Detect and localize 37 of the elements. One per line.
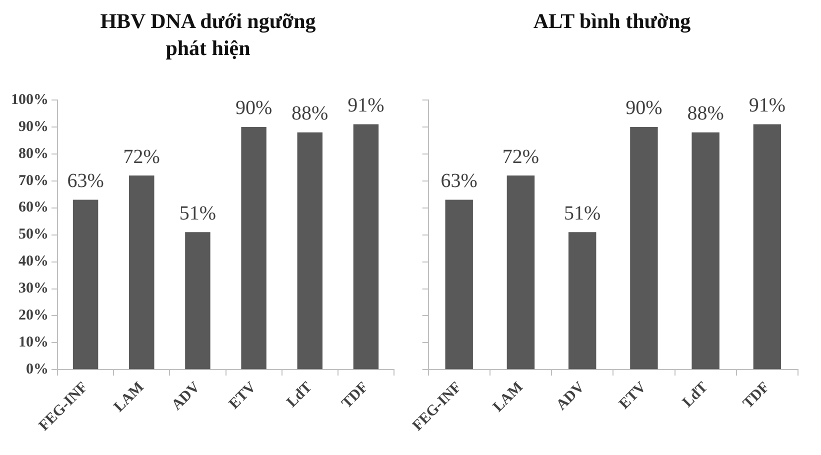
bar bbox=[753, 124, 782, 370]
y-tick-label: 10% bbox=[18, 334, 48, 351]
bar bbox=[568, 232, 596, 370]
bar bbox=[445, 200, 473, 370]
y-tick-label: 90% bbox=[18, 118, 48, 135]
data-label: 90% bbox=[235, 97, 272, 120]
y-tick-label: 60% bbox=[18, 200, 48, 216]
data-label: 63% bbox=[67, 170, 104, 192]
y-tick-label: 70% bbox=[18, 172, 48, 189]
chart-title: HBV DNA dưới ngưỡng phát hiện bbox=[99, 8, 317, 62]
bar bbox=[72, 200, 98, 370]
data-label: 63% bbox=[440, 170, 478, 192]
data-label: 51% bbox=[179, 202, 216, 224]
y-tick-label: 0% bbox=[26, 362, 48, 378]
data-label: 91% bbox=[348, 94, 384, 117]
bar bbox=[241, 126, 266, 370]
y-tick-label: 40% bbox=[18, 254, 48, 270]
bar bbox=[353, 124, 379, 370]
data-label: 88% bbox=[292, 102, 328, 125]
bar bbox=[185, 232, 210, 370]
data-label: 91% bbox=[748, 94, 786, 117]
bar bbox=[692, 132, 720, 370]
y-tick-label: 80% bbox=[18, 146, 48, 162]
y-tick-label: 30% bbox=[18, 280, 48, 297]
bar bbox=[129, 176, 154, 370]
data-label: 90% bbox=[626, 97, 662, 120]
bar bbox=[506, 176, 535, 370]
y-tick-label: 50% bbox=[18, 226, 48, 243]
data-label: 72% bbox=[123, 146, 160, 168]
bar bbox=[630, 126, 658, 370]
bar bbox=[297, 132, 322, 370]
chart-title: ALT bình thường bbox=[532, 8, 692, 35]
data-label: 51% bbox=[564, 202, 601, 224]
data-label: 88% bbox=[687, 102, 724, 125]
data-label: 72% bbox=[502, 146, 540, 168]
y-tick-label: 100% bbox=[11, 92, 48, 108]
y-tick-label: 20% bbox=[18, 308, 48, 324]
